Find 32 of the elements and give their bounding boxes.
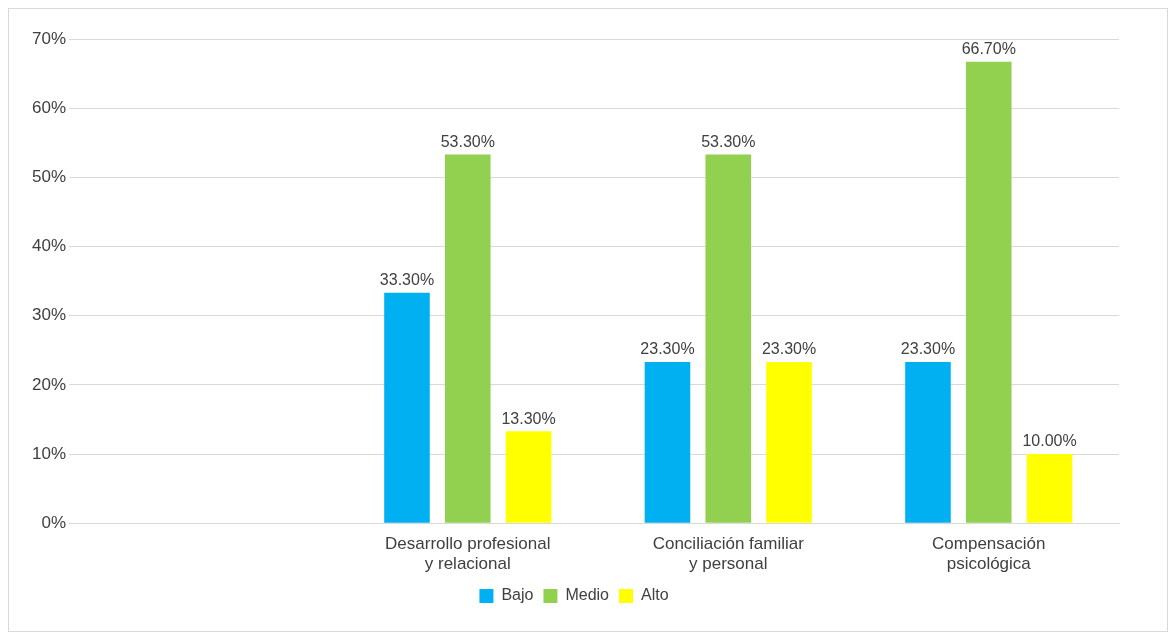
y-tick-label: 0% xyxy=(41,512,67,532)
y-tick-label: 50% xyxy=(31,167,67,187)
data-label: 66.70% xyxy=(961,40,1016,58)
legend-label: Alto xyxy=(641,586,669,604)
data-label: 53.30% xyxy=(440,132,495,150)
bar xyxy=(444,154,491,523)
data-label: 23.30% xyxy=(761,340,817,358)
data-label: 10.00% xyxy=(1022,432,1077,450)
bar xyxy=(965,61,1012,523)
bar xyxy=(505,431,552,523)
data-label: 23.30% xyxy=(900,340,956,358)
bar xyxy=(705,154,752,523)
bar xyxy=(766,362,812,523)
data-label: 33.30% xyxy=(379,271,435,289)
bar xyxy=(644,362,691,523)
bar xyxy=(384,292,430,523)
data-label: 23.30% xyxy=(640,340,695,358)
y-tick-label: 60% xyxy=(31,97,67,117)
bar xyxy=(905,362,951,523)
legend-label: Medio xyxy=(565,586,610,604)
y-tick-label: 70% xyxy=(31,28,67,48)
y-tick-label: 30% xyxy=(31,305,67,325)
y-tick-label: 20% xyxy=(31,374,67,394)
data-label: 53.30% xyxy=(701,132,756,150)
x-tick-label: Conciliación familiar y personal xyxy=(652,534,805,574)
bar xyxy=(1026,454,1073,523)
x-tick-label: Desarrollo profesional y relacional xyxy=(385,534,551,574)
y-tick-label: 10% xyxy=(31,443,67,463)
y-tick-label: 40% xyxy=(31,236,67,256)
legend-label: Bajo xyxy=(501,586,534,604)
data-label: 13.30% xyxy=(501,409,556,427)
x-tick-label: Compensación psicológica xyxy=(932,534,1046,574)
